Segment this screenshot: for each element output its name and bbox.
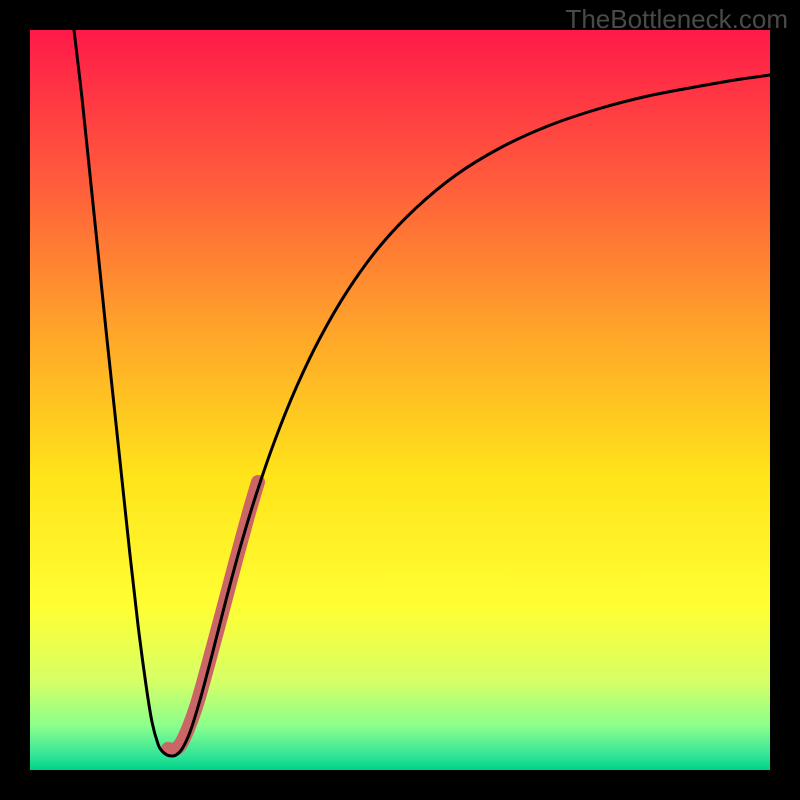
watermark-text: TheBottleneck.com	[565, 4, 788, 35]
chart-root: TheBottleneck.com	[0, 0, 800, 800]
chart-svg	[0, 0, 800, 800]
